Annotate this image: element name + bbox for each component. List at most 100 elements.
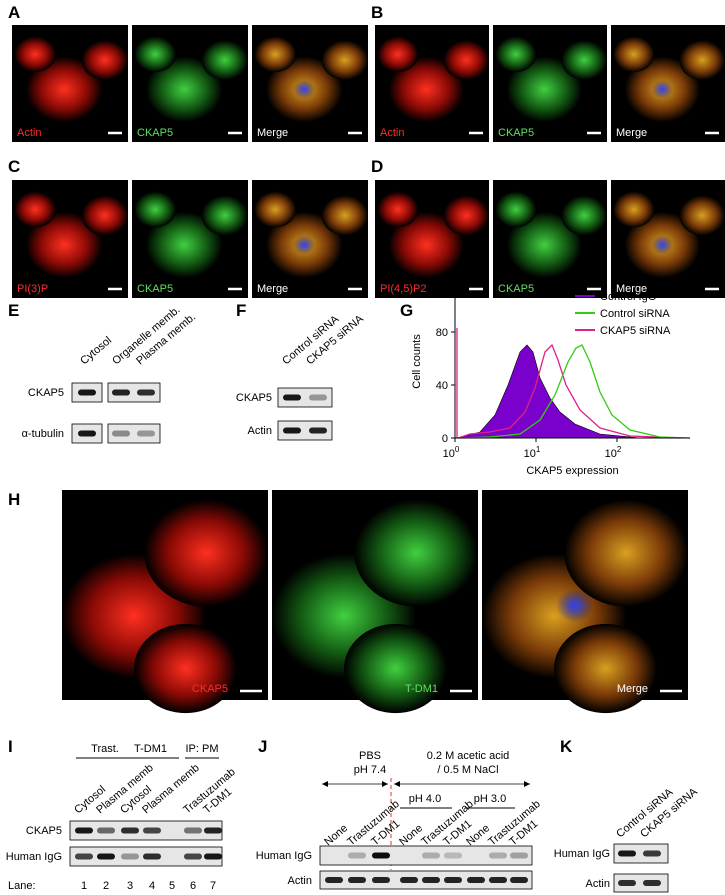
cell: [344, 623, 448, 714]
panel-label: J: [258, 737, 267, 756]
legend-label: Control siRNA: [600, 308, 670, 320]
blot-band: [325, 877, 343, 883]
blot-band: [422, 877, 440, 883]
blot-band: [204, 853, 222, 860]
tick-exp: 1: [536, 445, 541, 454]
header: 0.2 M acetic acid: [427, 750, 510, 762]
blot-band: [309, 394, 327, 401]
blot-band: [444, 877, 462, 883]
tick-base: 10: [524, 448, 536, 460]
cell: [443, 40, 490, 80]
blot-band: [204, 827, 222, 834]
row-label: CKAP5: [26, 825, 62, 837]
channel-label: Actin: [17, 127, 41, 139]
channel-label: Merge: [257, 283, 288, 295]
cell: [495, 191, 537, 228]
cell: [443, 195, 490, 236]
blot-band: [137, 430, 155, 437]
cell: [554, 623, 658, 714]
column-label: Cytosol: [78, 335, 114, 368]
lane-label: Lane:: [8, 880, 36, 892]
y-tick-label: 0: [442, 433, 448, 445]
blot-strip: [319, 845, 533, 866]
cell: [25, 56, 103, 123]
blot-band: [112, 430, 130, 437]
blot-strip: [613, 843, 669, 864]
cell: [506, 56, 582, 123]
histogram-area: [457, 344, 641, 439]
blot-band: [309, 427, 327, 434]
cell: [254, 191, 297, 228]
cell: [145, 56, 223, 123]
cell: [561, 195, 607, 236]
panel-label: H: [8, 490, 20, 509]
blot-band: [489, 877, 507, 883]
blot-band: [184, 827, 202, 834]
cell: [321, 195, 368, 236]
row-label: Human IgG: [6, 851, 62, 863]
channel-label: PI(4,5)P2: [380, 283, 426, 295]
panel-label: K: [560, 737, 573, 756]
blot-band: [143, 827, 161, 834]
cell: [321, 40, 368, 80]
nucleus: [556, 588, 594, 623]
header: PBS: [359, 750, 381, 762]
cell: [388, 211, 464, 278]
blot-band: [400, 877, 418, 883]
legend-label: CKAP5 siRNA: [600, 325, 671, 337]
blot-band: [510, 852, 528, 859]
nucleus: [293, 235, 315, 255]
panel-label: D: [371, 157, 383, 176]
blot-band: [121, 827, 139, 834]
nucleus: [293, 79, 315, 99]
group-label: T-DM1: [134, 743, 167, 755]
blot-band: [97, 853, 115, 860]
group-label: IP: PM: [185, 743, 218, 755]
blot-band: [112, 389, 130, 396]
blot-band: [348, 852, 366, 859]
lane-number: 1: [81, 880, 87, 892]
panel-label: I: [8, 737, 13, 756]
x-tick-label: 101: [524, 445, 541, 460]
row-label: CKAP5: [28, 387, 64, 399]
blot-strip: [107, 382, 161, 403]
cell: [81, 40, 128, 80]
histogram-line: [457, 343, 681, 439]
cell: [25, 211, 103, 278]
blot-strip: [107, 423, 161, 444]
blot-band: [78, 389, 96, 396]
lane-number: 5: [169, 880, 175, 892]
blot-band: [444, 852, 462, 859]
lane-number: 6: [190, 880, 196, 892]
lane-number: 3: [127, 880, 133, 892]
cell: [201, 40, 248, 80]
cell: [495, 36, 537, 73]
cell: [506, 211, 582, 278]
blot-band: [372, 877, 390, 883]
cell: [14, 36, 57, 73]
channel-label: CKAP5: [498, 127, 534, 139]
blot-band: [422, 852, 440, 859]
cell: [254, 36, 297, 73]
row-label: Actin: [248, 425, 272, 437]
x-axis-title: CKAP5 expression: [526, 465, 618, 477]
channel-label: Merge: [616, 283, 647, 295]
y-tick-label: 40: [436, 380, 448, 392]
cell: [679, 195, 725, 236]
cell: [613, 191, 655, 228]
channel-label: CKAP5: [137, 127, 173, 139]
panel-label: C: [8, 157, 20, 176]
nucleus: [652, 235, 673, 255]
panel-label: F: [236, 301, 246, 320]
blot-band: [121, 853, 139, 860]
blot-band: [643, 880, 661, 886]
lane-number: 4: [149, 880, 155, 892]
cell: [134, 36, 177, 73]
blot-band: [283, 394, 301, 401]
cell: [377, 36, 419, 73]
cell: [354, 499, 479, 607]
axes: [454, 285, 690, 439]
tick-base: 10: [443, 448, 455, 460]
tick-exp: 0: [455, 445, 460, 454]
